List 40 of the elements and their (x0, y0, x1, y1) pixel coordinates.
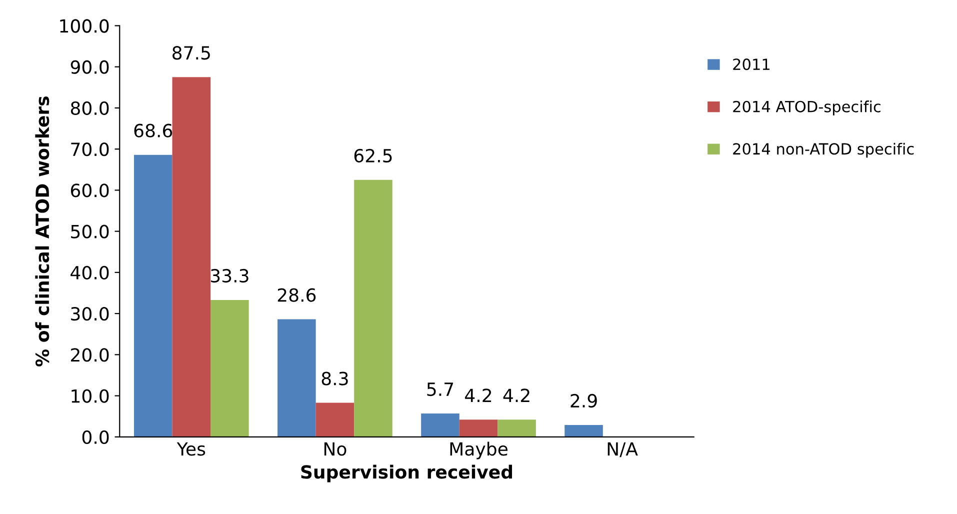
x-tick-label: No (324, 442, 346, 456)
y-tick-label: 30.0 (71, 307, 109, 321)
y-tick-label: 0.0 (82, 430, 109, 444)
y-axis-title: % of clinical ATOD workers (35, 96, 50, 366)
data-label: 28.6 (278, 288, 316, 302)
bar (210, 300, 249, 437)
data-label: 68.6 (134, 124, 172, 138)
bar (278, 319, 316, 437)
bar (498, 420, 536, 437)
bar (421, 413, 460, 437)
data-label: 5.7 (427, 382, 454, 396)
x-axis-title: Supervision received (301, 464, 512, 482)
x-tick-label: N/A (608, 442, 638, 458)
x-tick-label: Yes (176, 442, 206, 456)
y-tick-label: 90.0 (70, 60, 109, 74)
bar (172, 77, 211, 437)
y-tick-label: 60.0 (70, 184, 109, 198)
y-tick-label: 50.0 (71, 224, 109, 238)
data-label: 33.3 (210, 268, 248, 283)
bar (354, 180, 392, 437)
bar (316, 402, 354, 437)
legend-label: 2011 (733, 58, 770, 70)
legend-label: 2014 ATOD-specific (733, 100, 880, 116)
y-tick-label: 10.0 (72, 389, 109, 403)
data-label: 4.2 (503, 388, 530, 402)
bar (134, 154, 172, 437)
legend-label: 2014 non-ATOD specific (733, 142, 914, 158)
y-tick-label: 100.0 (60, 19, 109, 33)
y-tick-label: 20.0 (71, 348, 109, 362)
bar (564, 424, 603, 437)
x-tick-label: Maybe (450, 442, 508, 460)
y-tick-label: 70.0 (71, 142, 109, 156)
data-label: 8.3 (322, 372, 348, 386)
bar (459, 420, 498, 437)
data-label: 87.5 (172, 46, 210, 60)
data-label: 62.5 (354, 148, 392, 163)
data-label: 4.2 (465, 388, 492, 402)
y-tick-label: 40.0 (70, 266, 109, 280)
data-label: 2.9 (570, 394, 597, 408)
y-tick-label: 80.0 (70, 101, 109, 116)
